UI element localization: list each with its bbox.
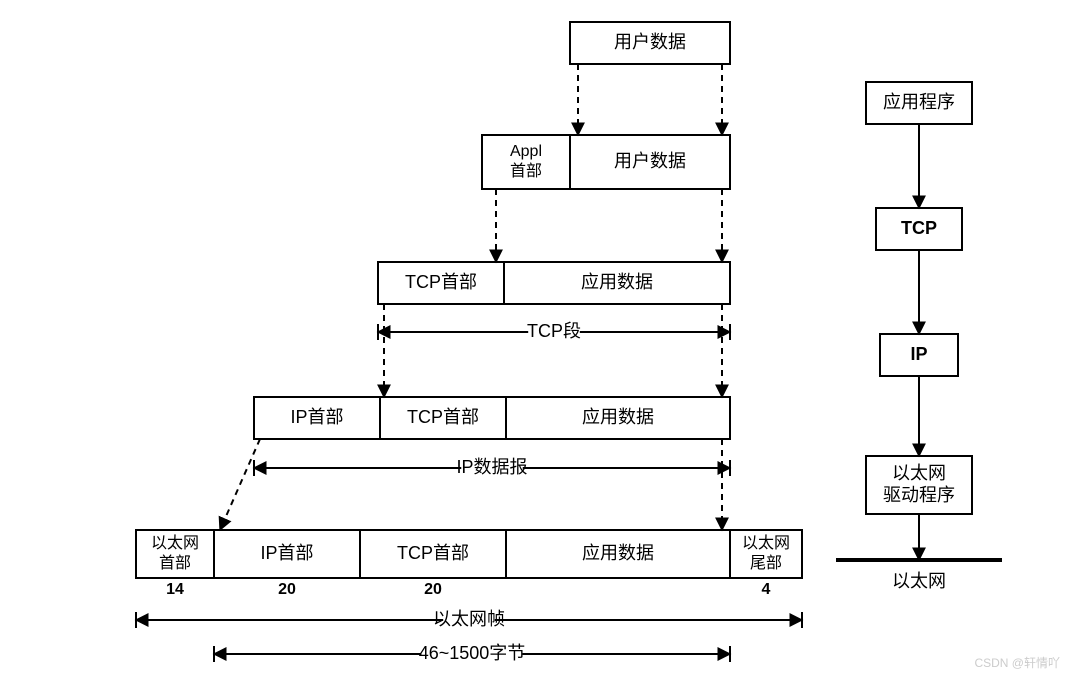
l2_app-label: 应用数据 — [581, 272, 653, 292]
encapsulation-stack: 用户数据Appl首部用户数据TCP首部应用数据IP首部TCP首部应用数据以太网首… — [136, 22, 802, 663]
l1_appl-label1: Appl — [510, 143, 542, 160]
protocol-stack: 应用程序TCPIP以太网驱动程序以太网 — [836, 82, 1002, 591]
bracket-label: IP数据报 — [456, 457, 527, 477]
r_eth-label1: 以太网 — [892, 463, 946, 483]
size-label: 14 — [166, 581, 184, 598]
ethernet-label: 以太网 — [892, 571, 946, 591]
l4_ip-label: IP首部 — [260, 543, 313, 563]
size-label: 4 — [762, 581, 771, 598]
l4_etht-label1: 以太网 — [742, 534, 790, 552]
l4_app-label: 应用数据 — [582, 543, 654, 563]
r_ip-label: IP — [910, 344, 927, 364]
l4_ethh-label1: 以太网 — [151, 534, 199, 552]
l3_tcp-label: TCP首部 — [407, 407, 479, 427]
size-label: 20 — [424, 581, 442, 598]
size-label: 20 — [278, 581, 296, 598]
bracket-label: 46~1500字节 — [419, 643, 526, 663]
r_eth-label2: 驱动程序 — [883, 485, 955, 505]
l1_appl-label2: 首部 — [510, 162, 542, 180]
l3_app-label: 应用数据 — [582, 407, 654, 427]
r_tcp-label: TCP — [901, 218, 937, 238]
l2_tcp-label: TCP首部 — [405, 272, 477, 292]
bracket-label: 以太网帧 — [433, 609, 505, 629]
l4_etht-label2: 尾部 — [750, 554, 782, 572]
r_app-label: 应用程序 — [883, 92, 955, 112]
l0_user-label: 用户数据 — [614, 32, 686, 52]
l4_ethh-label2: 首部 — [159, 554, 191, 572]
l3_ip-label: IP首部 — [290, 407, 343, 427]
l1_user-label: 用户数据 — [614, 151, 686, 171]
watermark: CSDN @轩情吖 — [974, 656, 1060, 670]
encap-arrow — [220, 439, 260, 530]
bracket-label: TCP段 — [527, 321, 581, 341]
l4_tcp-label: TCP首部 — [397, 543, 469, 563]
encapsulation-diagram: 用户数据Appl首部用户数据TCP首部应用数据IP首部TCP首部应用数据以太网首… — [0, 0, 1072, 674]
